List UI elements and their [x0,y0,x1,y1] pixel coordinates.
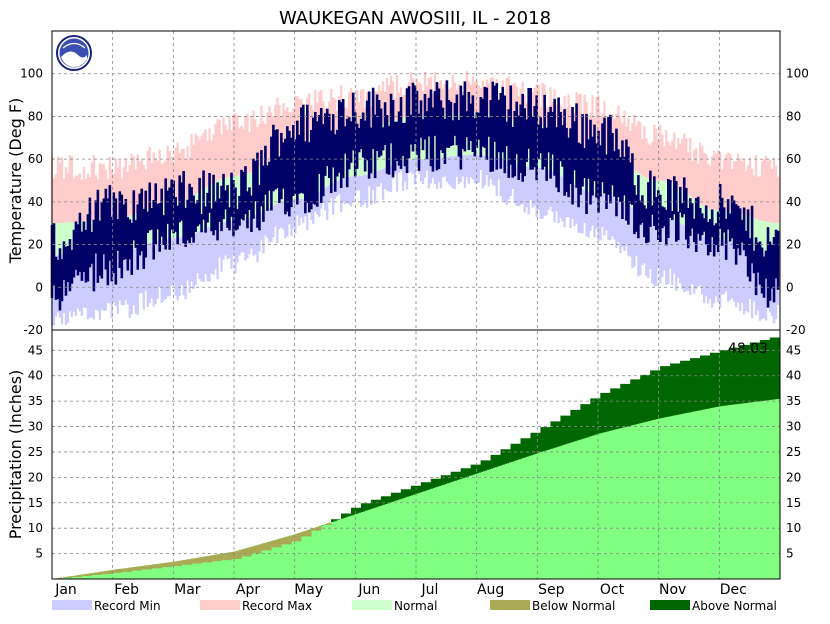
legend-label: Normal [394,599,437,613]
precipitation-tick-right: 5 [786,547,794,561]
precipitation-tick-left: 10 [28,521,43,535]
precipitation-tick-right: 45 [786,343,801,357]
temperature-tick-left: 40 [28,195,43,209]
month-tick-label: Dec [720,582,747,598]
chart-title: WAUKEGAN AWOSIII, IL - 2018 [279,8,551,29]
precipitation-tick-right: 15 [786,496,801,510]
month-tick-label: Sep [538,582,565,598]
temperature-tick-right: 80 [786,109,801,123]
temperature-tick-right: -20 [786,323,806,337]
normal-precipitation-area [52,398,780,579]
precipitation-tick-left: 20 [28,470,43,484]
legend-swatch [200,600,240,610]
month-tick-label: May [294,582,323,598]
month-tick-label: Oct [600,582,625,598]
noaa-logo-gull [61,51,87,67]
precipitation-tick-left: 15 [28,496,43,510]
temperature-tick-right: 60 [786,152,801,166]
temperature-tick-right: 100 [786,67,809,81]
precipitation-tick-right: 25 [786,445,801,459]
month-tick-label: Nov [659,582,686,598]
precipitation-tick-left: 25 [28,445,43,459]
temperature-tick-right: 20 [786,238,801,252]
temperature-tick-left: 20 [28,238,43,252]
precipitation-tick-left: 45 [28,343,43,357]
precipitation-tick-left: 35 [28,394,43,408]
precipitation-total-label: 48.03 [728,341,768,357]
month-tick-label: Apr [236,582,260,598]
precipitation-tick-left: 30 [28,420,43,434]
month-tick-label: Feb [114,582,139,598]
precipitation-tick-right: 10 [786,521,801,535]
noaa-logo-icon [56,35,92,71]
legend-swatch [490,600,530,610]
legend-label: Record Min [94,599,161,613]
noaa-logo-arc [62,42,86,49]
temperature-tick-left: 60 [28,152,43,166]
above-normal-area [321,337,781,526]
temperature-tick-left: -20 [23,323,43,337]
precipitation-tick-left: 5 [35,547,43,561]
temperature-tick-left: 80 [28,109,43,123]
temperature-tick-right: 40 [786,195,801,209]
month-tick-label: Jun [357,582,380,598]
temperature-axis-label: Temperature (Deg F) [6,98,25,265]
temperature-tick-left: 100 [20,67,43,81]
month-tick-label: Jan [54,582,77,598]
precipitation-tick-right: 40 [786,369,801,383]
temperature-tick-right: 0 [786,280,794,294]
legend-swatch [52,600,92,610]
month-tick-label: Aug [477,582,504,598]
month-tick-label: Jul [421,582,439,598]
precipitation-axis-label: Precipitation (Inches) [6,370,25,540]
legend-swatch [352,600,392,610]
legend-label: Above Normal [692,599,777,613]
legend-swatch [650,600,690,610]
legend-label: Below Normal [532,599,615,613]
precipitation-tick-right: 35 [786,394,801,408]
precipitation-frame [51,329,781,580]
legend: Record Min Record Max Normal Below Normal Ab… [52,599,777,613]
precipitation-tick-right: 20 [786,470,801,484]
temperature-tick-left: 0 [35,280,43,294]
legend-label: Record Max [242,599,312,613]
month-tick-label: Mar [174,582,201,598]
precipitation-tick-left: 40 [28,369,43,383]
precipitation-tick-right: 30 [786,420,801,434]
